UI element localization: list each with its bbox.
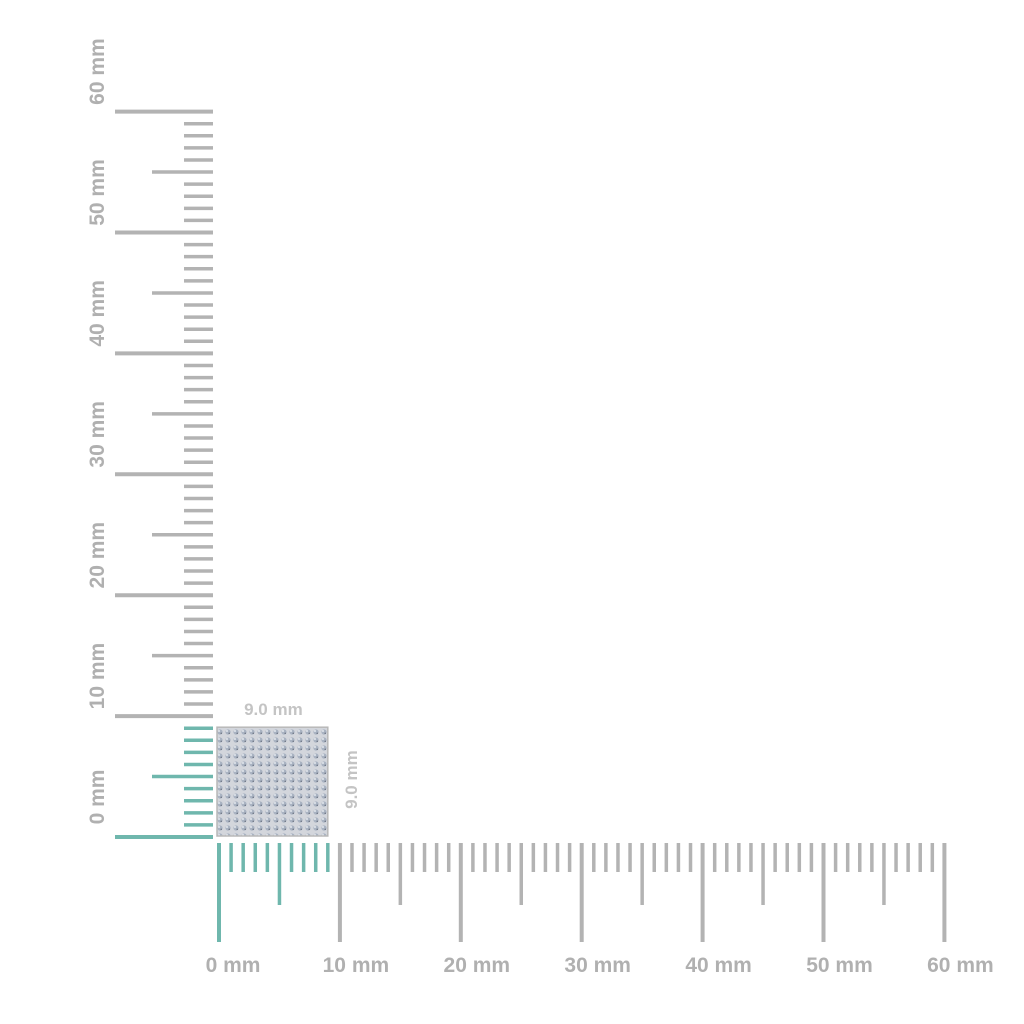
x-tick-label: 50 mm	[806, 954, 873, 977]
horizontal-ruler	[217, 843, 947, 942]
x-tick-label: 0 mm	[206, 954, 261, 977]
x-tick-label: 20 mm	[444, 954, 511, 977]
x-tick-label: 60 mm	[927, 954, 994, 977]
product-width-label: 9.0 mm	[244, 700, 303, 719]
y-tick-label: 0 mm	[86, 770, 109, 825]
y-tick-label: 60 mm	[86, 38, 109, 105]
y-tick-label: 20 mm	[86, 522, 109, 589]
vertical-ruler	[115, 109, 213, 839]
x-tick-label: 10 mm	[323, 954, 390, 977]
x-tick-label: 30 mm	[564, 954, 631, 977]
y-tick-label: 10 mm	[86, 643, 109, 710]
y-tick-label: 50 mm	[86, 159, 109, 226]
y-tick-label: 40 mm	[86, 280, 109, 347]
y-tick-label: 30 mm	[86, 401, 109, 468]
product-swatch	[216, 726, 329, 837]
x-tick-label: 40 mm	[685, 954, 752, 977]
product-height-label: 9.0 mm	[342, 750, 361, 809]
